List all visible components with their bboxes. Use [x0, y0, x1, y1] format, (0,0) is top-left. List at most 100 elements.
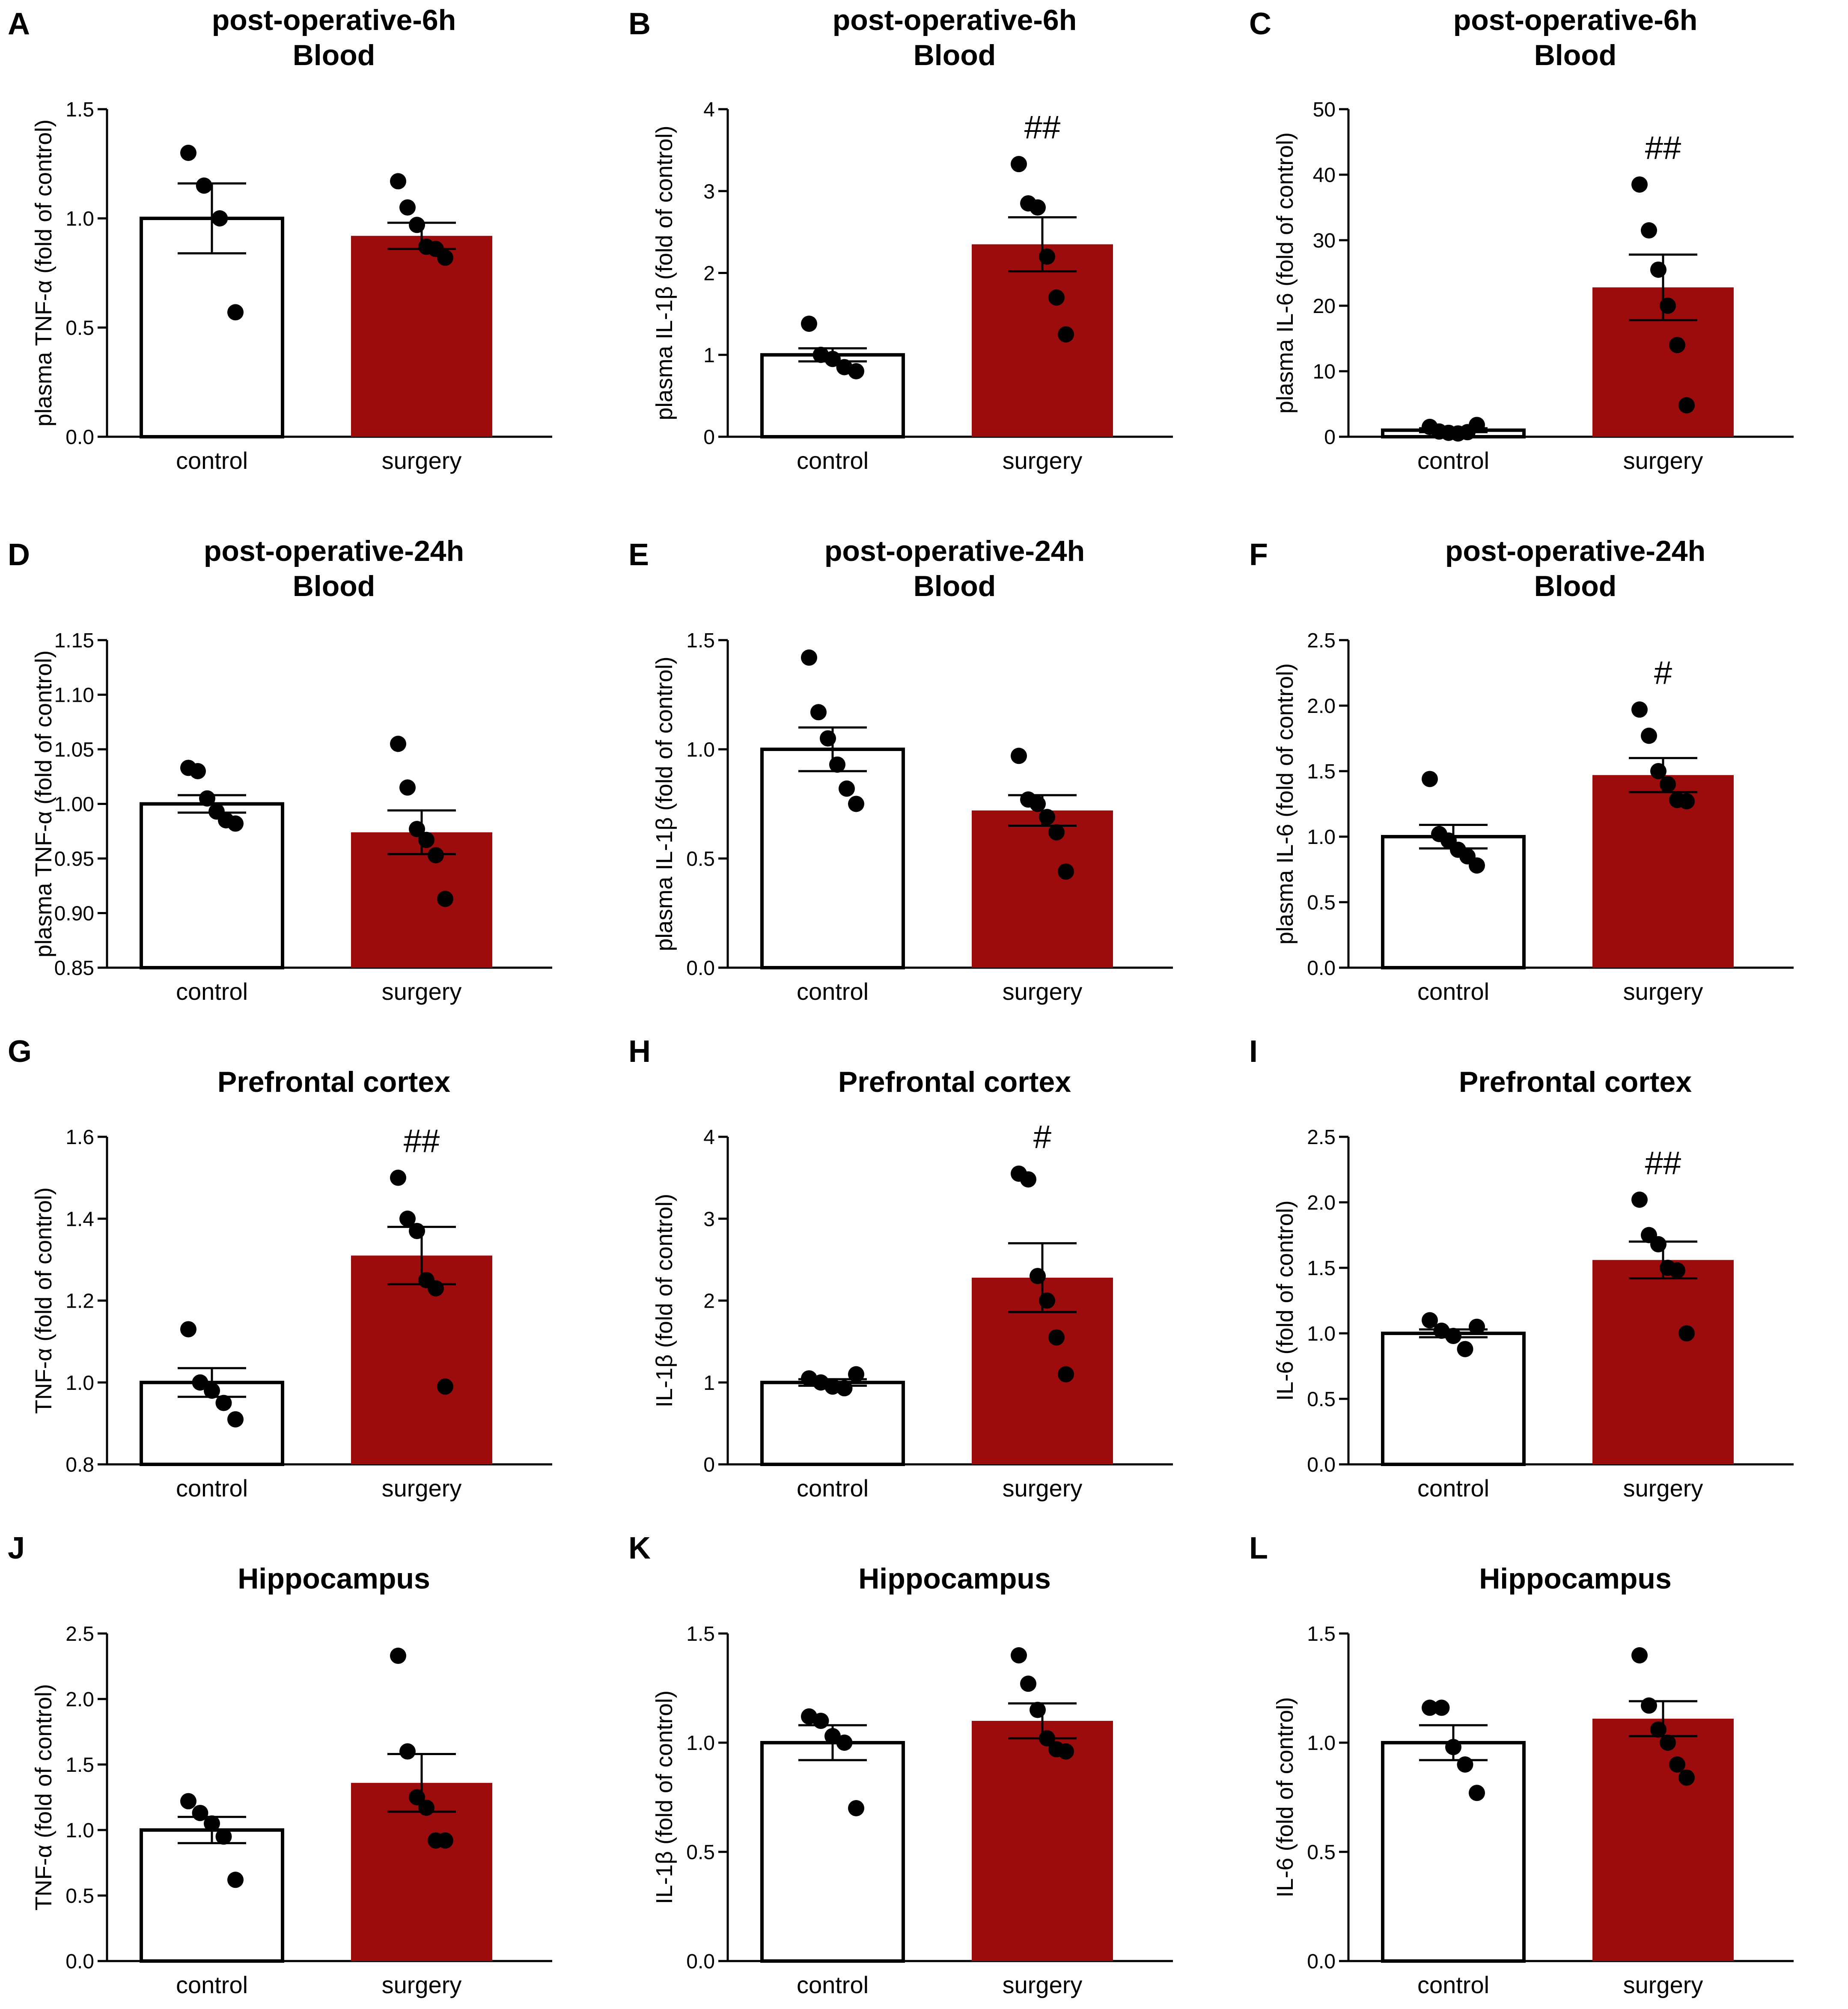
data-point-control	[180, 145, 196, 161]
data-point-control	[839, 780, 855, 797]
data-point-control	[1469, 1785, 1485, 1801]
y-tick-label: 1.6	[65, 1126, 94, 1149]
y-tick-label: 1.0	[1307, 1732, 1336, 1755]
y-tick-label: 0	[1324, 426, 1336, 449]
bar-control	[1381, 835, 1526, 969]
y-tick-label: 1.0	[65, 1819, 94, 1842]
data-point-control	[836, 1735, 853, 1751]
data-point-surgery	[1669, 1756, 1685, 1773]
bar-surgery	[972, 810, 1113, 968]
data-point-surgery	[409, 821, 425, 838]
data-point-surgery	[418, 1799, 434, 1816]
bar-control	[760, 748, 905, 969]
data-point-control	[227, 1411, 244, 1428]
panel-title-line-1: Hippocampus	[1479, 1562, 1672, 1595]
data-point-surgery	[428, 847, 444, 864]
data-point-control	[190, 763, 206, 779]
panel-title-line-1: post-operative-6h	[833, 4, 1077, 36]
bar-surgery	[972, 244, 1113, 437]
y-tick-label: 0.0	[1307, 1950, 1336, 1973]
data-point-surgery	[428, 1280, 444, 1297]
data-point-surgery	[1058, 1743, 1074, 1760]
data-point-surgery	[1030, 199, 1046, 216]
data-point-control	[227, 1872, 244, 1888]
category-label-control: control	[797, 447, 869, 474]
panel-title-line-1: Hippocampus	[858, 1562, 1051, 1595]
data-point-control	[180, 1793, 196, 1809]
category-label-surgery: surgery	[382, 447, 462, 474]
data-point-surgery	[418, 832, 434, 848]
category-label-surgery: surgery	[1003, 1475, 1083, 1502]
y-axis-label: plasma IL-6 (fold of control)	[1272, 663, 1298, 945]
data-point-surgery	[1678, 1769, 1695, 1786]
category-label-surgery: surgery	[382, 1971, 462, 1998]
category-label-surgery: surgery	[1003, 978, 1083, 1005]
panel-title-line-1: Prefrontal cortex	[1459, 1066, 1692, 1098]
y-tick-label: 1.0	[686, 739, 715, 761]
panel-letter-b: B	[628, 7, 651, 41]
data-point-control	[848, 1800, 864, 1816]
y-tick-label: 2	[703, 1290, 715, 1313]
panel-title-line-1: post-operative-24h	[1445, 535, 1705, 567]
bar-surgery	[972, 1721, 1113, 1961]
data-point-surgery	[1650, 261, 1666, 278]
data-point-surgery	[1058, 863, 1074, 880]
panel-j: J Hippocampus 0.0 0.5 1.0 1.5 2.0 2.5 TNF-α (fol…	[8, 1531, 552, 1998]
data-point-surgery	[409, 1789, 425, 1806]
data-point-control	[812, 1713, 829, 1729]
significance-marker: ##	[404, 1123, 440, 1159]
data-point-surgery	[399, 1743, 416, 1760]
y-tick-label: 2.0	[65, 1688, 94, 1711]
data-point-control	[1422, 1699, 1438, 1716]
data-point-surgery	[390, 736, 406, 752]
data-point-surgery	[1030, 796, 1046, 812]
bar-surgery	[351, 1255, 492, 1464]
category-label-control: control	[1417, 1475, 1489, 1502]
data-point-control	[848, 1366, 864, 1383]
y-tick-label: 2.0	[1307, 695, 1336, 718]
data-point-control	[836, 1380, 853, 1397]
y-tick-label: 1.5	[65, 1754, 94, 1777]
y-axis-label: plasma IL-1β (fold of control)	[652, 125, 677, 420]
y-tick-label: 3	[703, 1208, 715, 1231]
data-point-surgery	[1678, 397, 1695, 414]
y-axis-label: TNF-α (fold of control)	[31, 1684, 57, 1911]
y-tick-label: 1.15	[54, 629, 94, 652]
panel-title-line-2: Blood	[1534, 39, 1617, 72]
y-axis-label: IL-6 (fold of control)	[1272, 1200, 1298, 1401]
data-point-surgery	[399, 1210, 416, 1227]
panel-letter-j: J	[8, 1531, 25, 1565]
y-tick-label: 20	[1313, 295, 1336, 318]
data-point-surgery	[1058, 1366, 1074, 1383]
y-tick-label: 0.0	[686, 957, 715, 980]
y-tick-label: 1.0	[65, 1372, 94, 1395]
data-point-control	[829, 756, 845, 773]
category-label-control: control	[176, 1971, 248, 1998]
data-point-surgery	[390, 173, 406, 190]
panel-g: G Prefrontal cortex 0.8 1.0 1.2 1.4 1.6 TNF-α (…	[8, 1034, 552, 1502]
y-tick-label: 0.5	[1307, 1388, 1336, 1411]
data-point-control	[1469, 1318, 1485, 1335]
data-point-surgery	[437, 891, 453, 907]
data-point-control	[192, 1805, 208, 1821]
bar-surgery	[1592, 1260, 1734, 1464]
y-axis-label: plasma IL-1β (fold of control)	[652, 656, 677, 951]
data-point-surgery	[1048, 1329, 1065, 1346]
panel-letter-a: A	[8, 7, 30, 41]
panel-k: K Hippocampus 0.0 0.5 1.0 1.5 IL-1β (fold of c…	[628, 1531, 1173, 1998]
data-point-control	[1469, 857, 1485, 874]
y-tick-label: 0.5	[65, 1885, 94, 1908]
y-tick-label: 1.0	[686, 1732, 715, 1755]
panel-letter-f: F	[1249, 538, 1268, 572]
data-point-control	[215, 1395, 232, 1411]
panel-letter-c: C	[1249, 7, 1271, 41]
panel-title-line-1: post-operative-24h	[204, 535, 464, 567]
data-point-surgery	[1678, 793, 1695, 810]
y-tick-label: 0.0	[686, 1950, 715, 1973]
y-tick-label: 1.2	[65, 1290, 94, 1313]
y-axis-label: plasma IL-6 (fold of control)	[1272, 132, 1298, 414]
panel-letter-k: K	[628, 1531, 651, 1565]
data-point-surgery	[1048, 289, 1065, 306]
